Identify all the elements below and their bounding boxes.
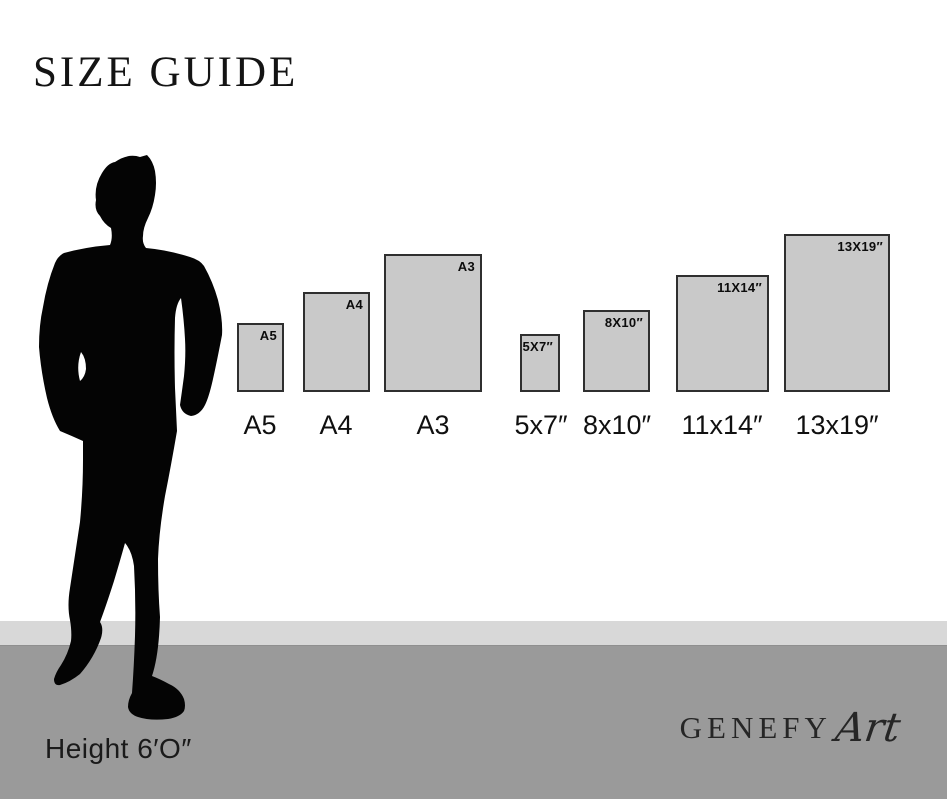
size-box-11x14-label: 11X14″ — [717, 280, 762, 295]
size-box-13x19: 13X19″ — [784, 234, 890, 392]
size-label-5x7: 5x7″ — [514, 410, 568, 440]
size-box-a4-label: A4 — [345, 297, 363, 312]
height-label: Height 6′O″ — [45, 733, 192, 764]
size-box-a5: A5 — [237, 323, 284, 392]
size-box-8x10: 8X10″ — [583, 310, 650, 392]
size-label-13x19: 13x19″ — [795, 410, 879, 440]
size-label-a5: A5 — [243, 410, 277, 440]
size-box-8x10-label: 8X10″ — [604, 315, 643, 330]
size-label-a4: A4 — [319, 410, 353, 440]
brand-logo: GENEFY Art — [679, 702, 904, 751]
size-box-a3-label: A3 — [457, 259, 475, 274]
size-box-a3: A3 — [384, 254, 482, 392]
brand-script: Art — [832, 705, 904, 751]
size-label-8x10: 8x10″ — [582, 410, 652, 440]
brand-wordmark: GENEFY — [679, 710, 832, 745]
man-silhouette — [39, 155, 223, 720]
size-box-5x7: 5X7″ — [520, 334, 560, 392]
size-box-a4: A4 — [303, 292, 370, 392]
size-label-a3: A3 — [416, 410, 450, 440]
page-title: SIZE GUIDE — [33, 49, 299, 96]
size-box-5x7-label: 5X7″ — [522, 339, 553, 354]
size-box-a5-label: A5 — [259, 328, 277, 343]
size-label-11x14: 11x14″ — [681, 410, 763, 440]
size-box-11x14: 11X14″ — [676, 275, 769, 392]
floor — [0, 646, 947, 799]
size-box-13x19-label: 13X19″ — [837, 239, 883, 254]
